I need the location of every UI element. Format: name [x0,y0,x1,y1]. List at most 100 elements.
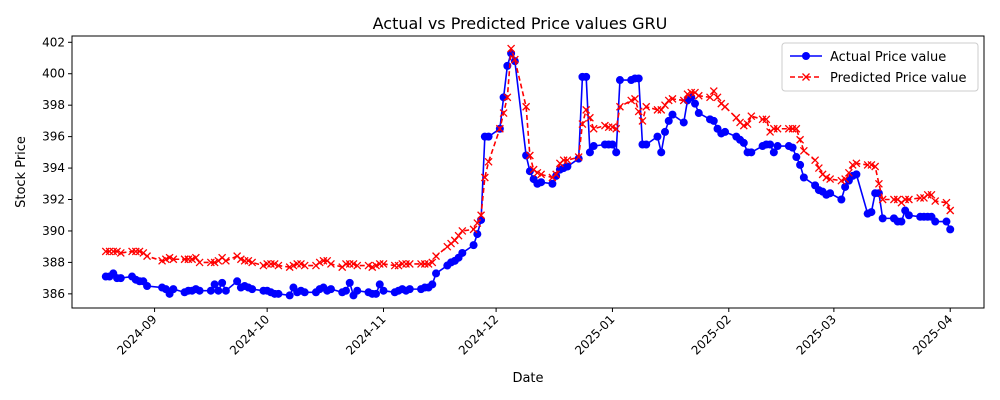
data-point [931,217,940,226]
data-point [353,261,362,270]
data-point [248,285,257,294]
data-point [233,277,242,286]
y-tick-label: 392 [42,193,65,207]
data-point [762,115,771,124]
data-point [480,173,489,182]
data-point [210,280,219,289]
data-point [615,76,624,85]
y-tick-label: 386 [42,287,65,301]
data-point [589,124,598,133]
data-point [769,148,778,157]
data-point [405,285,414,294]
data-point [585,148,594,157]
y-tick-label: 394 [42,161,65,175]
data-point [537,178,546,187]
data-point [657,105,666,114]
data-point [709,116,718,125]
data-point [143,281,152,290]
data-point [799,173,808,182]
data-point [405,260,414,268]
data-point [691,99,700,108]
data-point [195,286,204,295]
data-point [766,140,775,149]
chart-title: Actual vs Predicted Price values GRU [373,14,668,33]
data-point [792,124,801,133]
data-point [499,93,508,102]
data-point [841,182,850,191]
data-point [458,248,467,257]
legend-predicted-label: Predicted Price value [830,71,967,86]
legend-box [781,42,979,92]
y-tick-label: 402 [42,35,65,49]
data-point [552,171,561,180]
data-point [612,148,621,157]
data-point [642,140,651,149]
data-point [747,148,756,157]
plot-frame [71,35,985,309]
data-point [522,102,531,111]
data-point [432,269,441,278]
data-point [248,258,257,267]
data-point [548,179,557,188]
data-point [668,110,677,119]
data-point [116,249,125,257]
data-point [484,132,493,141]
data-point [473,230,482,239]
data-point [942,217,951,226]
plot-area [101,44,955,300]
data-point [525,151,534,160]
data-point [694,109,703,118]
data-point [345,278,354,287]
data-point [499,109,508,118]
data-point [642,102,651,111]
y-tick-label: 400 [42,67,65,81]
data-point [458,226,467,235]
data-point [878,214,887,223]
data-point [477,211,486,220]
data-point [874,179,883,188]
data-point [274,289,283,298]
data-point [694,91,703,100]
data-point [844,168,853,177]
data-point [668,94,677,103]
data-point [578,120,587,129]
data-point [525,167,534,176]
data-point [904,211,913,220]
data-point [522,151,531,160]
data-point [927,190,936,199]
data-point [946,225,955,234]
data-point [814,164,823,173]
data-point [871,162,880,171]
data-point [563,162,572,171]
y-tick-label: 396 [42,130,65,144]
data-point [507,44,516,53]
data-point [221,286,230,295]
data-point [563,156,572,165]
y-tick-label: 388 [42,255,65,269]
data-point [143,252,152,261]
data-point [221,256,230,265]
data-point [473,219,482,228]
data-point [709,87,718,95]
data-point [946,206,955,215]
data-point [612,124,621,133]
data-point [510,55,519,64]
data-point [432,252,441,261]
legend-predicted-marker [802,73,810,81]
data-point [653,132,662,141]
data-point [353,286,362,295]
data-point [747,112,756,121]
data-point [585,113,594,122]
x-axis-label: Date [512,371,543,386]
y-tick-label: 398 [42,98,65,112]
data-point [837,195,846,204]
data-point [300,288,309,297]
data-point [878,195,887,204]
y-axis-label: Stock Price [14,136,29,208]
y-tick-label: 390 [42,224,65,238]
data-point [826,175,835,184]
data-point [608,140,617,149]
data-point [942,198,951,207]
data-point [713,93,722,102]
